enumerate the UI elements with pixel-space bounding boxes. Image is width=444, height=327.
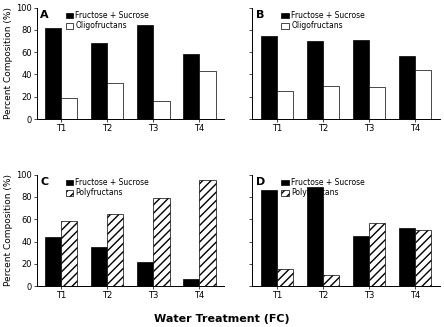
Bar (61, 221, 77, 286)
Bar (153, 198, 170, 286)
Bar (199, 71, 216, 119)
Bar (199, 180, 216, 286)
Bar (353, 40, 369, 119)
Bar (323, 86, 339, 119)
Legend: Fructose + Sucrose, Polyfructans: Fructose + Sucrose, Polyfructans (281, 178, 366, 198)
Bar (399, 228, 415, 286)
Bar (307, 41, 323, 119)
Bar (137, 26, 153, 119)
Bar (277, 269, 293, 286)
Bar (261, 36, 277, 119)
Text: B: B (256, 10, 264, 20)
Bar (91, 43, 107, 119)
Bar (415, 70, 431, 119)
Bar (415, 231, 431, 286)
Bar (107, 83, 123, 119)
Bar (183, 54, 199, 119)
Bar (91, 247, 107, 286)
Bar (183, 279, 199, 286)
Bar (369, 87, 385, 119)
Bar (307, 187, 323, 286)
Text: C: C (40, 177, 48, 187)
Bar (277, 91, 293, 119)
Bar (107, 214, 123, 286)
Bar (261, 190, 277, 286)
Bar (153, 101, 170, 119)
Legend: Fructose + Sucrose, Oligofructans: Fructose + Sucrose, Oligofructans (65, 10, 150, 31)
Bar (137, 262, 153, 286)
Legend: Fructose + Sucrose, Polyfructans: Fructose + Sucrose, Polyfructans (65, 178, 150, 198)
Text: A: A (40, 10, 49, 20)
Y-axis label: Percent Composition (%): Percent Composition (%) (4, 174, 13, 286)
Bar (399, 56, 415, 119)
Bar (369, 223, 385, 286)
Bar (45, 237, 61, 286)
Bar (323, 275, 339, 286)
Bar (61, 98, 77, 119)
Bar (353, 236, 369, 286)
Bar (45, 28, 61, 119)
Text: D: D (256, 177, 265, 187)
Legend: Fructose + Sucrose, Oligofructans: Fructose + Sucrose, Oligofructans (281, 10, 366, 31)
Y-axis label: Percent Composition (%): Percent Composition (%) (4, 7, 13, 119)
Text: Water Treatment (FC): Water Treatment (FC) (154, 314, 290, 324)
